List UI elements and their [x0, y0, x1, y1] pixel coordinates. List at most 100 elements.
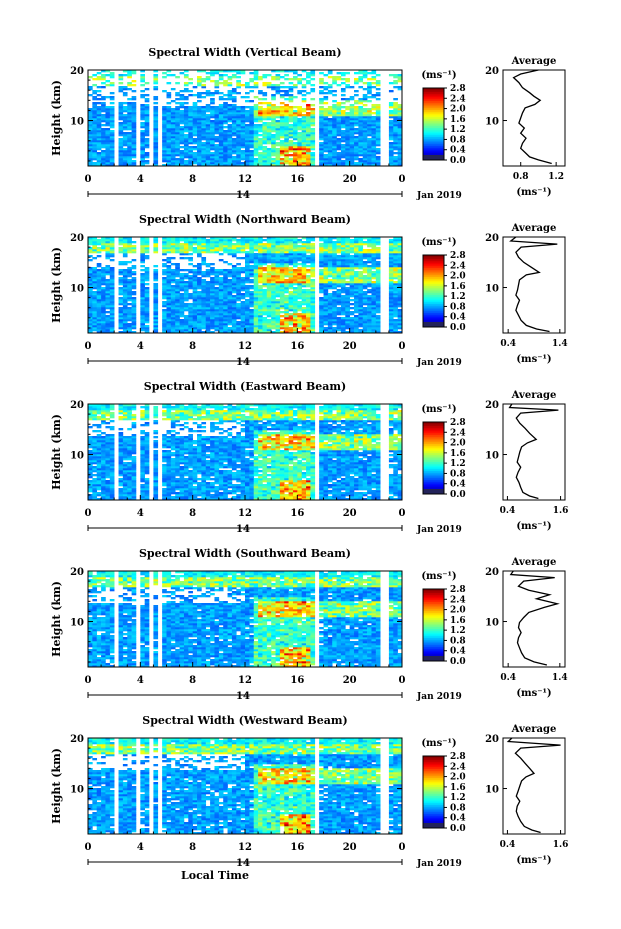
- heatmap-cell: [218, 279, 224, 282]
- heatmap-cell: [109, 76, 115, 79]
- heatmap-cell: [284, 251, 289, 254]
- heatmap-cell: [240, 251, 246, 254]
- heatmap-cell: [92, 154, 98, 157]
- heatmap-cell: [197, 299, 202, 302]
- heatmap-cell: [214, 92, 220, 95]
- heatmap-cell: [393, 118, 398, 121]
- heatmap-cell: [292, 96, 298, 99]
- heatmap-cell: [367, 130, 372, 133]
- heatmap-cell: [340, 279, 346, 282]
- heatmap-cell: [140, 162, 145, 165]
- heatmap-cell: [354, 90, 359, 93]
- heatmap-cell: [88, 271, 93, 274]
- heatmap-cell: [197, 283, 202, 286]
- heatmap-cell: [279, 287, 285, 290]
- heatmap-cell: [279, 130, 285, 133]
- heatmap-cell: [275, 160, 281, 163]
- heatmap-cell: [92, 106, 98, 109]
- heatmap-cell: [122, 305, 128, 308]
- heatmap-cell: [292, 323, 298, 326]
- heatmap-cell: [358, 106, 364, 109]
- heatmap-cell: [96, 110, 102, 113]
- heatmap-cell: [306, 255, 311, 258]
- heatmap-cell: [388, 102, 394, 105]
- heatmap-cell: [397, 136, 403, 139]
- heatmap-cell: [310, 140, 316, 143]
- heatmap-cell: [327, 295, 333, 298]
- heatmap-cell: [358, 297, 364, 300]
- heatmap-cell: [236, 136, 241, 139]
- heatmap-cell: [122, 92, 128, 95]
- heatmap-cell: [183, 289, 189, 292]
- heatmap-cell: [319, 309, 324, 312]
- heatmap-cell: [179, 122, 185, 125]
- heatmap-cell: [310, 253, 316, 256]
- heatmap-cell: [210, 160, 215, 163]
- heatmap-cell: [397, 76, 403, 79]
- heatmap-cell: [327, 321, 333, 324]
- heatmap-cell: [319, 297, 324, 300]
- heatmap-cell: [253, 295, 259, 298]
- heatmap-cell: [358, 281, 364, 284]
- heatmap-cell: [127, 323, 132, 326]
- heatmap-cell: [323, 241, 329, 244]
- heatmap-cell: [170, 100, 176, 103]
- heatmap-cell: [345, 118, 350, 121]
- heatmap-cell: [258, 281, 263, 284]
- heatmap-cell: [367, 132, 372, 135]
- heatmap-cell: [223, 329, 228, 332]
- heatmap-cell: [223, 321, 228, 324]
- heatmap-cell: [301, 130, 307, 133]
- heatmap-cell: [236, 263, 241, 266]
- heatmap-cell: [340, 116, 346, 119]
- heatmap-cell: [118, 319, 124, 322]
- heatmap-cell: [192, 162, 198, 165]
- heatmap-cell: [223, 319, 228, 322]
- heatmap-cell: [371, 130, 377, 133]
- heatmap-cell: [245, 156, 250, 159]
- heatmap-cell: [345, 128, 350, 131]
- heatmap-cell: [393, 142, 398, 145]
- heatmap-cell: [236, 325, 241, 328]
- heatmap-cell: [122, 319, 128, 322]
- heatmap-cell: [249, 114, 255, 117]
- heatmap-cell: [375, 144, 381, 147]
- heatmap-cell: [345, 237, 350, 240]
- heatmap-cell: [323, 245, 329, 248]
- heatmap-cell: [101, 309, 106, 312]
- heatmap-cell: [284, 321, 289, 324]
- heatmap-cell: [327, 273, 333, 276]
- heatmap-cell: [218, 74, 224, 77]
- heatmap-cell: [131, 80, 137, 83]
- heatmap-cell: [201, 289, 207, 292]
- heatmap-cell: [249, 325, 255, 328]
- heatmap-cell: [279, 281, 285, 284]
- heatmap-cell: [266, 158, 272, 161]
- heatmap-cell: [319, 72, 324, 75]
- heatmap-cell: [284, 249, 289, 252]
- heatmap-cell: [275, 321, 281, 324]
- heatmap-cell: [249, 291, 255, 294]
- heatmap-cell: [140, 281, 145, 284]
- heatmap-cell: [266, 114, 272, 117]
- heatmap-cell: [231, 271, 237, 274]
- heatmap-cell: [349, 311, 355, 314]
- heatmap-cell: [140, 313, 145, 316]
- heatmap-cell: [109, 315, 115, 318]
- heatmap-cell: [266, 74, 272, 77]
- heatmap-cell: [188, 154, 193, 157]
- heatmap-cell: [214, 160, 220, 163]
- heatmap-cell: [88, 130, 93, 133]
- heatmap-cell: [122, 273, 128, 276]
- heatmap-cell: [327, 132, 333, 135]
- heatmap-cell: [88, 303, 93, 306]
- heatmap-cell: [297, 301, 302, 304]
- heatmap-cell: [271, 138, 276, 141]
- heatmap-cell: [153, 297, 159, 300]
- heatmap-cell: [240, 321, 246, 324]
- heatmap-cell: [375, 104, 381, 107]
- heatmap-cell: [323, 96, 329, 99]
- heatmap-cell: [367, 162, 372, 165]
- heatmap-cell: [105, 106, 111, 109]
- heatmap-cell: [105, 297, 111, 300]
